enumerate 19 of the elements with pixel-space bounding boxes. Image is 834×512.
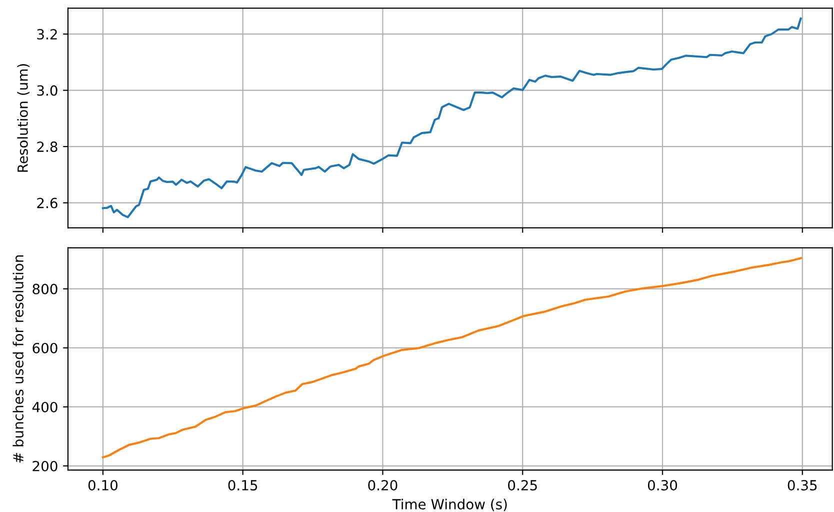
y-tick-label: 3.0 [37,85,58,96]
y-axis-title: Resolution (um) [17,64,30,172]
y-tick-label: 2.6 [37,198,58,208]
x-tick-label: 0.20 [368,480,398,490]
y-tick-label: 200 [32,460,58,472]
x-axis-title: Time Window (s) [392,498,507,512]
line-series [102,257,802,458]
x-tick-label: 0.35 [788,480,817,490]
y-axis-title: # bunches used for resolution [12,255,24,463]
x-tick-label: 0.30 [648,480,678,490]
y-tick-label: 400 [32,402,58,412]
y-tick-label: 800 [32,284,58,294]
y-tick-label: 2.8 [37,142,58,152]
x-tick-label: 0.25 [508,480,537,490]
x-tick-label: 0.15 [228,480,258,490]
line-series [102,18,802,218]
y-tick-label: 3.2 [37,29,57,40]
x-tick-label: 0.10 [88,480,118,490]
y-tick-label: 600 [32,342,58,354]
